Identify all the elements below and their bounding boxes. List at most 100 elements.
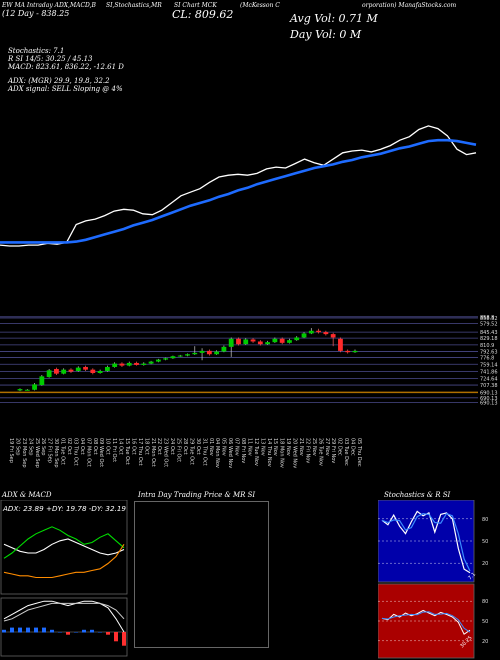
header-seg1: EW MA Intraday ADX,MACD,B (2, 2, 96, 9)
date-tick-label: 11 Nov (246, 438, 252, 456)
date-tick-label: 04 Mon Nov (214, 438, 220, 468)
candle (308, 330, 314, 334)
stoch-signal-line (381, 512, 471, 572)
candle (279, 338, 285, 343)
date-tick-label: 30 Oct (195, 438, 201, 455)
stoch-rsi-title: Stochastics & R SI (384, 491, 451, 499)
candle (301, 333, 307, 338)
candle (32, 384, 37, 390)
price-tick-label: 759.14 (480, 362, 498, 368)
candle (214, 351, 220, 355)
date-tick-label: 04 Oct (79, 438, 85, 455)
date-tick-label: 03 Thu Oct (72, 438, 78, 466)
price-tick-label: 707.38 (480, 383, 498, 389)
macd-histogram-bar (74, 632, 78, 633)
macd-line-macd (3, 600, 125, 633)
macd-histogram-bar (114, 632, 118, 642)
candle (155, 359, 161, 362)
candle (148, 361, 154, 364)
date-tick-label: 02 Oct (66, 438, 72, 455)
candle (112, 363, 118, 367)
candle (83, 366, 88, 370)
date-tick-label: 27 Nov (324, 438, 330, 456)
date-tick-label: 30 Mon Sep (53, 438, 59, 468)
date-tick-label: 24 Oct (169, 438, 175, 455)
macd-label: MACD: 823.61, 836.22, -12.61 D (8, 63, 124, 71)
stoch-tick-label: 50 (482, 539, 488, 545)
rsi-tick-label: 20 (482, 639, 488, 645)
candle (163, 358, 169, 360)
date-tick-label: 03 Tue Dec (343, 438, 349, 466)
header-seg2: SI,Stochastics,MR (106, 2, 162, 9)
price-tick-label: 690.13 (480, 400, 498, 406)
header-seg4: (McKesson C (240, 2, 280, 9)
macd-histogram-bar (58, 632, 62, 633)
candle (104, 366, 110, 371)
date-tick-label: 25 Wed Sep (34, 438, 40, 468)
macd-histogram-bar (82, 629, 86, 633)
price-tick-label: 690.13 (480, 390, 498, 396)
candle (250, 339, 256, 342)
candle (206, 350, 212, 355)
date-tick-label: 14 Thu Nov (266, 438, 272, 467)
date-tick-label: 22 Oct (156, 438, 162, 455)
macd-histogram-bar (122, 632, 126, 646)
candle (170, 356, 176, 359)
date-tick-label: 16 Oct (130, 438, 136, 455)
candle (141, 363, 147, 365)
candle (265, 342, 271, 345)
date-tick-label: 31 Thu Oct (201, 438, 207, 466)
date-tick-label: 23 Mon Sep (21, 438, 27, 468)
series-line-ema (0, 138, 477, 244)
adx-frame (0, 500, 128, 595)
candle (272, 338, 278, 343)
price-tick-label: 858.8 (480, 315, 494, 321)
adx-panel: ADX: 23.89 +DY: 19.78 -DY: 32.19 (0, 500, 128, 657)
macd-histogram-bar (98, 632, 102, 633)
price-tick-label: 829.18 (480, 336, 498, 342)
date-tick-label: 20 Sep (14, 438, 20, 455)
adx-macd-title: ADX & MACD (2, 491, 52, 499)
macd-histogram-bar (2, 629, 6, 633)
candle (287, 340, 292, 343)
macd-histogram-bar (10, 627, 14, 633)
macd-frame (0, 597, 128, 657)
candle (68, 369, 74, 372)
date-tick-label: 07 Mon Oct (85, 438, 91, 467)
date-tick-label: 06 Wed Nov (227, 438, 233, 468)
adx-values-label: ADX: 23.89 +DY: 19.78 -DY: 32.19 (2, 504, 126, 513)
candle (243, 339, 249, 345)
date-tick-label: 19 Nov (285, 438, 291, 456)
candle (90, 369, 96, 373)
date-tick-label: 01 Nov (208, 438, 214, 456)
candle (228, 338, 234, 347)
candle (221, 346, 227, 352)
macd-line-signal (3, 602, 125, 622)
date-tick-label: 26 Sep (40, 438, 46, 455)
candle (54, 368, 59, 374)
macd-histogram-bar (34, 627, 38, 633)
candle (316, 330, 321, 333)
macd-histogram-bar (26, 627, 30, 633)
candle (75, 367, 81, 371)
candle (24, 389, 30, 391)
date-tick-label: 25 Nov (311, 438, 317, 456)
date-tick-label: 05 Thu Dec (356, 438, 362, 467)
candle (39, 376, 45, 386)
date-tick-label: 15 Nov (272, 438, 278, 456)
date-tick-label: 10 Oct (105, 438, 111, 455)
price-tick-label: 858.32 (480, 316, 498, 322)
rsi-tick-label: 80 (482, 599, 488, 605)
price-tick-label: 741.86 (480, 370, 498, 376)
candle (185, 354, 190, 356)
date-tick-label: 21 Nov (298, 438, 304, 456)
macd-histogram-bar (18, 627, 22, 633)
date-tick-label: 20 Wed Nov (292, 438, 298, 468)
candle (345, 350, 351, 353)
price-tick-label: 724.64 (480, 376, 498, 382)
candle (294, 337, 300, 341)
date-tick-label: 27 Fri Sep (47, 438, 53, 463)
header-seg3: SI Chart MCK (174, 2, 217, 9)
date-tick-label: 24 Sep (27, 438, 33, 455)
candle (177, 355, 183, 357)
